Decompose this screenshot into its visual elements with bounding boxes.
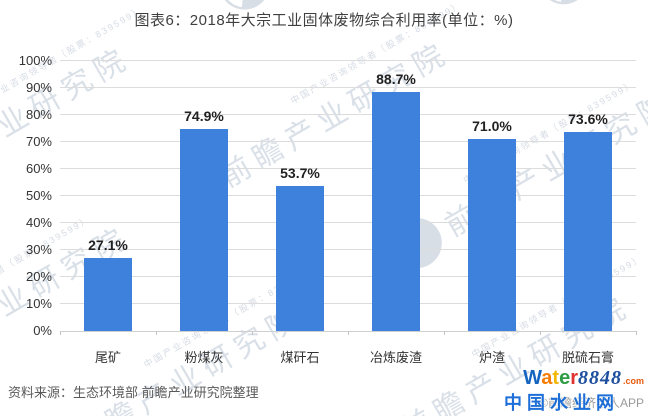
gridline xyxy=(60,141,636,142)
y-axis-label: 20% xyxy=(25,269,52,284)
axis-tick xyxy=(60,331,61,335)
axis-tick xyxy=(348,331,349,335)
logo-number: 8848 xyxy=(577,367,622,389)
gridline xyxy=(60,249,636,250)
logo-letter: a xyxy=(541,367,553,389)
y-axis-label: 0% xyxy=(33,323,52,338)
logo-letter: r xyxy=(570,367,578,389)
gridline xyxy=(60,303,636,304)
y-axis-label: 40% xyxy=(25,215,52,230)
y-axis-label: 60% xyxy=(25,161,52,176)
gridline xyxy=(60,60,636,61)
x-axis-label: 尾矿 xyxy=(94,350,122,365)
bar xyxy=(564,132,612,331)
bar-value-label: 27.1% xyxy=(88,237,128,253)
site-name: 中国水业网 xyxy=(504,393,619,413)
bar xyxy=(180,129,228,331)
y-axis-label: 80% xyxy=(25,107,52,122)
bar xyxy=(468,139,516,331)
logo-tld: .com xyxy=(622,376,644,386)
x-axis-label: 粉煤灰 xyxy=(184,350,224,365)
water8848-wordmark: Water 8848 .com xyxy=(504,368,644,391)
y-axis-label: 90% xyxy=(25,80,52,95)
water8848-logo: Water 8848 .com ©前瞻经济学人APP 中国水业网 xyxy=(504,368,644,413)
bar-value-label: 88.7% xyxy=(376,71,416,87)
bar xyxy=(372,92,420,331)
axis-tick xyxy=(252,331,253,335)
gridline xyxy=(60,168,636,169)
axis-tick xyxy=(636,331,637,335)
gridline xyxy=(60,276,636,277)
axis-tick xyxy=(444,331,445,335)
bar-value-label: 74.9% xyxy=(184,108,224,124)
bar xyxy=(84,258,132,331)
gridline xyxy=(60,195,636,196)
chart-title: 图表6：2018年大宗工业固体废物综合利用率(单位：%) xyxy=(134,12,514,29)
bar-value-label: 53.7% xyxy=(280,165,320,181)
y-axis-label: 10% xyxy=(25,296,52,311)
axis-tick xyxy=(540,331,541,335)
x-axis-label: 炉渣 xyxy=(478,350,506,365)
source-note: 资料来源：生态环境部 前瞻产业研究院整理 xyxy=(8,385,259,400)
copyright-overlay: ©前瞻经济学人APP xyxy=(539,396,644,410)
logo-second-line: ©前瞻经济学人APP 中国水业网 xyxy=(504,388,644,413)
y-axis-label: 50% xyxy=(25,188,52,203)
y-axis-label: 30% xyxy=(25,242,52,257)
logo-letter: W xyxy=(523,367,542,389)
logo-letter: t xyxy=(552,367,560,389)
bar xyxy=(276,186,324,331)
plot-area: 0% 10% 20% 30% 40% 50% 60% 70% 80% 90% 100% 27.1% 尾矿… xyxy=(19,53,637,365)
bar-value-label: 71.0% xyxy=(472,118,512,134)
x-axis-label: 脱硫石膏 xyxy=(561,350,615,365)
x-axis-label: 煤矸石 xyxy=(280,350,320,365)
water-letters: Water xyxy=(523,368,578,390)
axis-tick xyxy=(156,331,157,335)
gridline xyxy=(60,87,636,88)
gridline xyxy=(60,222,636,223)
x-axis-label: 冶炼废渣 xyxy=(369,350,423,365)
bar-value-label: 73.6% xyxy=(568,111,608,127)
gridline xyxy=(60,114,636,115)
y-axis-label: 70% xyxy=(25,134,52,149)
logo-letter: e xyxy=(559,367,571,389)
y-axis-label: 100% xyxy=(18,53,52,68)
